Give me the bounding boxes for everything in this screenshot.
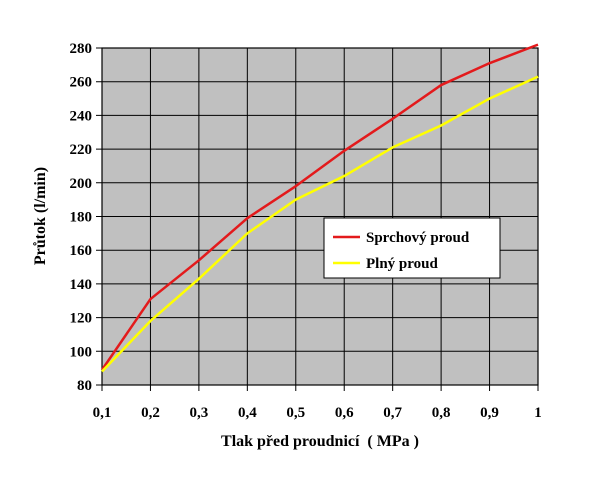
y-axis-ticks: 80 100 120 140 160 180 200 220 240 260 280 [70, 41, 93, 394]
legend-label-plny-proud: Plný proud [366, 256, 438, 272]
x-tick-label: 0,2 [141, 405, 160, 421]
x-tick-label: 0,1 [93, 405, 112, 421]
x-axis-title: Tlak před proudnicí ( MPa ) [221, 433, 419, 450]
y-tick-label: 220 [70, 142, 93, 158]
y-tick-label: 80 [77, 378, 92, 394]
y-tick-label: 240 [70, 108, 93, 124]
x-tick-label: 0,5 [286, 405, 305, 421]
series-line-plny-proud [101, 75, 539, 373]
legend-box [323, 217, 501, 279]
x-tick-label: 0,3 [190, 405, 209, 421]
y-tick-label: 280 [70, 41, 93, 57]
y-tick-label: 160 [70, 243, 93, 259]
x-tick-label: 1 [534, 405, 542, 421]
x-axis-ticks: 0,1 0,2 0,3 0,4 0,5 0,6 0,7 0,8 0,9 1 [93, 405, 542, 421]
x-tick-label: 0,7 [383, 405, 402, 421]
legend-label-sprchovy-proud: Sprchový proud [366, 230, 470, 246]
x-tick-label: 0,8 [432, 405, 451, 421]
series-lines [100, 43, 539, 373]
plot-frame [101, 47, 539, 386]
y-tick-label: 140 [70, 277, 93, 293]
y-tick-label: 120 [70, 311, 93, 327]
legend: Sprchový proud Plný proud [323, 217, 501, 279]
y-axis-title: Průtok (l/min) [32, 167, 49, 265]
x-tick-label: 0,6 [335, 405, 354, 421]
y-tick-label: 100 [70, 344, 93, 360]
y-tick-label: 200 [70, 176, 93, 192]
x-tick-label: 0,9 [480, 405, 499, 421]
y-tick-label: 260 [70, 75, 93, 91]
x-tick-label: 0,4 [238, 405, 257, 421]
series-line-sprchovy-proud [100, 43, 539, 371]
y-tick-label: 180 [70, 210, 93, 226]
